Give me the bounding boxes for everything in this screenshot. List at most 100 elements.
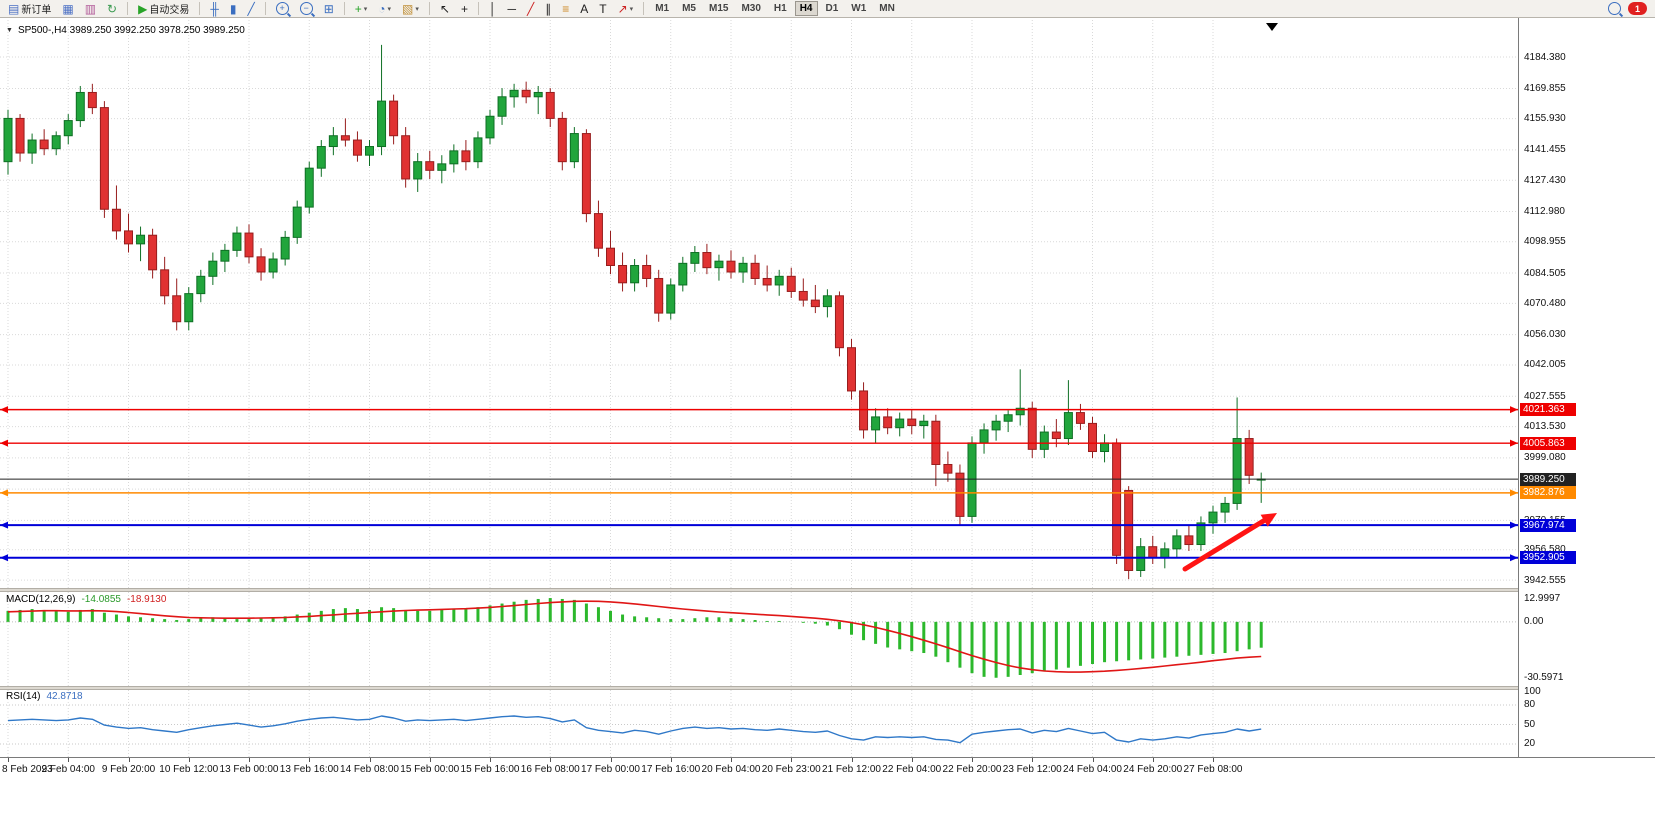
time-tick	[490, 758, 491, 762]
cursor-button[interactable]: ↖	[436, 1, 454, 17]
equidistant-channel-button[interactable]: ∥	[541, 1, 555, 17]
zoom-in-button[interactable]: +	[272, 1, 293, 17]
crosshair-icon: +	[460, 1, 468, 16]
timeframe-m15-button[interactable]: M15	[704, 1, 733, 16]
periodicity-button[interactable]: ◔ ▾	[374, 1, 395, 17]
refresh-button[interactable]: ↻	[103, 1, 121, 17]
bar-chart-button[interactable]: ╫	[206, 1, 223, 17]
fibonacci-button[interactable]: ≡	[558, 1, 573, 17]
toolbar-separator	[199, 2, 201, 15]
price-tick-label: 4070.480	[1524, 297, 1566, 309]
time-axis[interactable]: 8 Feb 2023 9 Feb 04:00 9 Feb 20:00 10 Feb 1…	[0, 757, 1655, 778]
candles[interactable]	[3, 44, 1266, 580]
zoom-in-icon: +	[275, 2, 289, 15]
insert-indicator-button[interactable]: + ▾	[351, 1, 372, 17]
one-click-expander-icon[interactable]: ▼	[6, 27, 13, 34]
price-tick-label: 4084.505	[1524, 267, 1566, 279]
macd-panel[interactable]	[0, 592, 1518, 686]
chart-shift-marker-icon[interactable]	[1266, 23, 1278, 31]
price-level-badge: 3967.974	[1520, 518, 1576, 532]
timeframe-h4-button[interactable]: H4	[794, 1, 818, 16]
timeframe-m1-button[interactable]: M1	[650, 1, 674, 16]
text-label-button[interactable]: T	[595, 1, 610, 17]
toolbar-groups: ▤ 新订单 ▦ ▥ ↻ ▶ 自动交易 ╫ ▮ ╱ + − ⊞ + ▾ ◔ ▾ ▧ ▾ ↖ + │ ─ ╱ ∥ ≡ A T ↗ ▾ M1 M5 M…	[3, 1, 901, 17]
time-axis-label: 22 Feb 04:00	[882, 764, 942, 775]
time-axis-label: 13 Feb 00:00	[219, 764, 279, 775]
timeframe-m30-button[interactable]: M30	[736, 1, 765, 16]
label-icon: T	[599, 1, 607, 16]
rsi-panel[interactable]	[0, 690, 1518, 757]
auto-trading-label: 自动交易	[149, 5, 190, 16]
search-icon[interactable]	[1608, 2, 1621, 15]
grid-icon: ⊞	[323, 1, 334, 16]
price-tick-label: 3942.555	[1524, 574, 1566, 586]
fibonacci-icon: ≡	[562, 1, 570, 16]
timeframe-m5-button[interactable]: M5	[677, 1, 701, 16]
text-button[interactable]: A	[576, 1, 592, 17]
time-tick	[369, 758, 371, 762]
horizontal-line-icon: ─	[507, 1, 516, 16]
new-order-button[interactable]: ▤ 新订单	[4, 1, 55, 17]
panel-divider-rsi[interactable]	[0, 686, 1655, 690]
trend-arrow-annotation[interactable]	[1182, 513, 1277, 572]
notification-badge[interactable]: 1	[1628, 2, 1647, 15]
tile-windows-button[interactable]: ⊞	[320, 1, 338, 17]
rsi-axis-label: 50	[1524, 718, 1536, 730]
rsi-axis-label: 20	[1524, 738, 1536, 750]
macd-main-value: -14.0855	[81, 594, 121, 605]
candlestick-chart-button[interactable]: ▮	[226, 1, 241, 17]
auto-trading-button[interactable]: ▶ 自动交易	[134, 1, 193, 17]
main-price-chart[interactable]	[0, 20, 1518, 588]
price-tick-label: 4112.980	[1524, 205, 1565, 217]
macd-histogram	[6, 598, 1263, 678]
price-axis[interactable]: 4184.380 4169.855 4155.930 4141.455 4127.430…	[1518, 18, 1655, 757]
chart-ohlc-title: SP500-,H4 3989.250 3992.250 3978.250 398…	[17, 25, 245, 36]
timeframe-w1-button[interactable]: W1	[846, 1, 871, 16]
vertical-line-button[interactable]: │	[485, 1, 501, 17]
time-axis-label: 27 Feb 08:00	[1183, 764, 1243, 775]
text-icon: A	[580, 1, 589, 16]
time-tick	[188, 758, 190, 762]
zoom-out-button[interactable]: −	[296, 1, 317, 17]
zoom-out-icon: −	[299, 2, 313, 15]
market-watch-button[interactable]: ▥	[81, 1, 100, 17]
time-axis-label: 10 Feb 12:00	[159, 764, 219, 775]
dropdown-caret-icon: ▾	[363, 5, 368, 13]
timeframe-mn-button[interactable]: MN	[874, 1, 900, 16]
timeframe-h1-button[interactable]: H1	[769, 1, 792, 16]
price-level-lines[interactable]	[0, 406, 1518, 562]
bar-chart-icon: ╫	[210, 1, 219, 16]
price-tick-label: 4027.555	[1524, 390, 1566, 402]
price-tick-label: 4098.955	[1524, 236, 1566, 248]
rsi-line	[7, 715, 1262, 744]
rsi-name: RSI(14)	[6, 691, 41, 702]
macd-label: MACD(12,26,9) -14.0855 -18.9130	[6, 594, 166, 605]
line-chart-icon: ╱	[247, 1, 255, 16]
crosshair-button[interactable]: +	[457, 1, 472, 17]
rsi-label: RSI(14) 42.8718	[6, 691, 83, 702]
price-level-badge: 3989.250	[1520, 472, 1576, 486]
time-tick	[972, 758, 973, 762]
arrow-objects-button[interactable]: ↗ ▾	[614, 1, 638, 17]
trendline-icon: ╱	[527, 1, 535, 16]
channel-icon: ∥	[545, 1, 552, 16]
auto-trading-play-icon: ▶	[138, 1, 148, 16]
time-tick	[851, 758, 853, 762]
price-level-badge: 3982.876	[1520, 486, 1576, 500]
rsi-value: 42.8718	[46, 691, 83, 702]
panel-divider-macd[interactable]	[0, 588, 1655, 592]
price-tick-label: 4013.530	[1524, 421, 1566, 433]
timeframe-d1-button[interactable]: D1	[821, 1, 844, 16]
templates-button[interactable]: ▧ ▾	[398, 1, 423, 17]
horizontal-line-button[interactable]: ─	[503, 1, 520, 17]
line-chart-button[interactable]: ╱	[243, 1, 258, 17]
chart-window-icon: ▦	[62, 1, 74, 16]
chart-window-button[interactable]: ▦	[58, 1, 77, 17]
time-tick	[249, 758, 250, 762]
vertical-gridlines	[7, 690, 1214, 757]
time-axis-label: 13 Feb 16:00	[279, 764, 339, 775]
time-axis-label: 17 Feb 00:00	[581, 764, 640, 775]
add-indicator-icon: +	[354, 1, 362, 16]
trendline-button[interactable]: ╱	[523, 1, 538, 17]
